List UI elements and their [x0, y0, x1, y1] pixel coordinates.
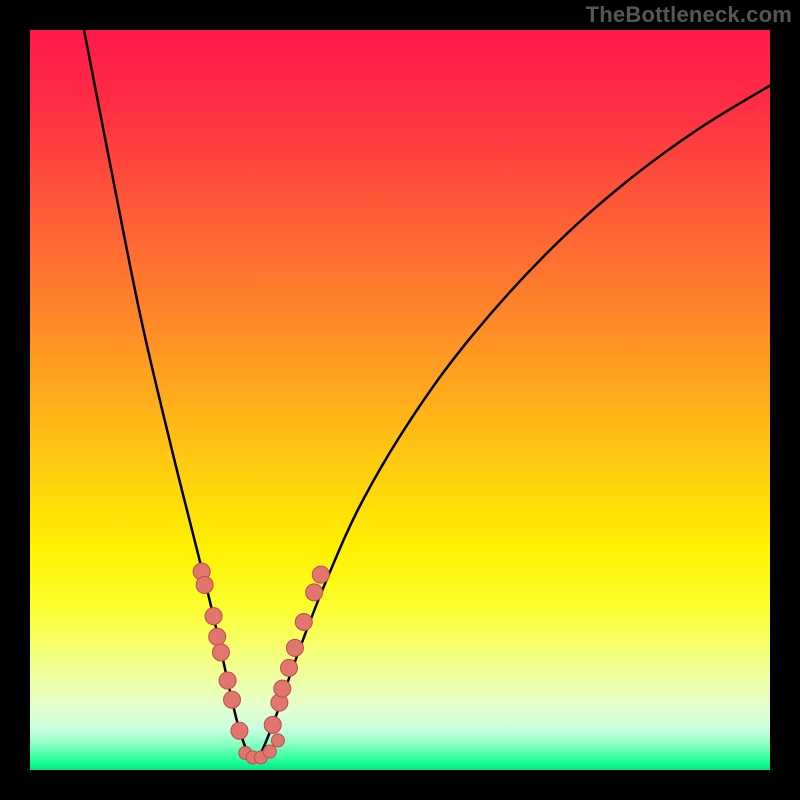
- plot-area: [30, 30, 770, 770]
- data-marker: [209, 628, 226, 645]
- data-marker: [274, 680, 291, 697]
- data-marker: [281, 659, 298, 676]
- data-marker: [196, 577, 213, 594]
- data-marker: [306, 584, 323, 601]
- data-marker: [286, 639, 303, 656]
- data-marker: [219, 672, 236, 689]
- chart-svg: [30, 30, 770, 770]
- data-marker: [312, 566, 329, 583]
- data-marker: [295, 614, 312, 631]
- data-marker: [263, 745, 276, 758]
- data-marker: [271, 734, 284, 747]
- watermark-text: TheBottleneck.com: [586, 2, 792, 28]
- data-marker: [224, 691, 241, 708]
- data-marker: [205, 608, 222, 625]
- data-marker: [212, 644, 229, 661]
- data-marker: [231, 722, 248, 739]
- chart-frame: TheBottleneck.com: [0, 0, 800, 800]
- data-marker: [264, 716, 281, 733]
- gradient-background: [30, 30, 770, 770]
